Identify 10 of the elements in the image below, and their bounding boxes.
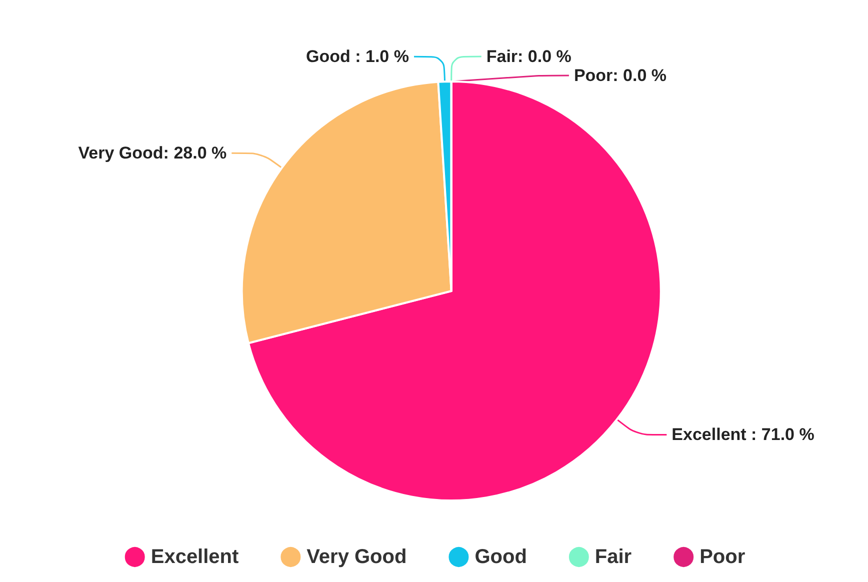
legend-label: Good — [474, 546, 527, 568]
data-label: Good : 1.0 % — [306, 47, 409, 66]
text: Fair: 0.0 % — [486, 46, 572, 66]
legend-label: Excellent — [150, 546, 240, 568]
legend-label: Very Good — [306, 546, 407, 568]
text: Poor: 0.0 % — [574, 66, 667, 85]
legend-label: Fair — [594, 546, 632, 568]
data-label: Very Good: 28.0 % — [78, 144, 227, 163]
data-label: Excellent : 71.0 % — [672, 425, 814, 444]
legend-label: Poor — [700, 546, 746, 568]
